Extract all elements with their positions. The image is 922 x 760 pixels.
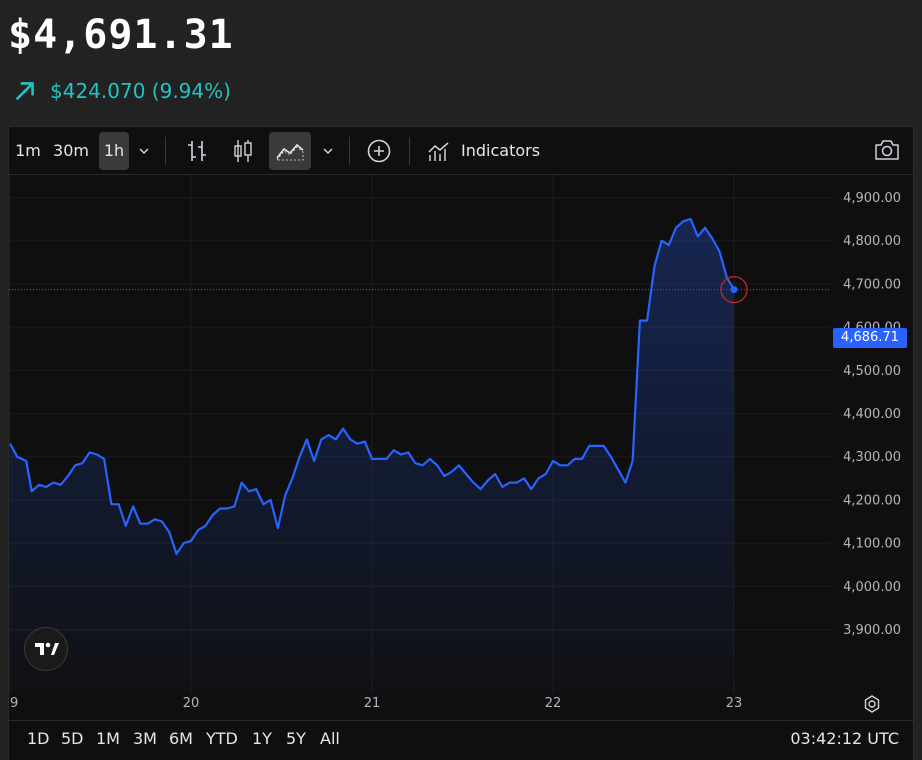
y-tick-label: 4,400.00	[843, 407, 901, 422]
range-1y-button[interactable]: 1Y	[252, 729, 272, 748]
range-1d-button[interactable]: 1D	[27, 729, 50, 748]
interval-1m-button[interactable]: 1m	[15, 141, 41, 160]
time-readout: 03:42:12 UTC	[790, 729, 899, 748]
series-area	[9, 218, 735, 694]
range-6m-button[interactable]: 6M	[169, 729, 193, 748]
chart-toolbar: 1m 30m 1h	[9, 127, 913, 175]
x-tick-label: 21	[364, 696, 381, 711]
price-chart[interactable]: 5,000.004,900.004,800.004,700.004,600.00…	[9, 175, 913, 721]
area-chart-icon	[276, 143, 304, 161]
x-tick-label: 20	[183, 696, 200, 711]
y-tick-label: 4,800.00	[843, 234, 901, 249]
y-tick-label: 4,900.00	[843, 191, 901, 206]
series-line	[9, 218, 735, 555]
chart-widget: 1m 30m 1h	[8, 126, 914, 760]
range-5d-button[interactable]: 5D	[61, 729, 84, 748]
x-axis: 19 20 21 22 23	[9, 696, 742, 711]
tradingview-logo[interactable]	[24, 627, 68, 671]
range-ytd-button[interactable]: YTD	[206, 729, 238, 748]
last-price-marker	[9, 275, 831, 304]
y-tick-label: 4,500.00	[843, 364, 901, 379]
x-tick-label: 23	[726, 696, 743, 711]
chevron-down-icon[interactable]	[321, 144, 335, 158]
x-tick-label: 19	[9, 696, 18, 711]
arrow-up-right-icon	[16, 82, 34, 100]
current-price-label: 4,686.71	[833, 328, 907, 348]
range-1m-button[interactable]: 1M	[96, 729, 120, 748]
settings-icon[interactable]	[861, 693, 883, 715]
area-chart-button[interactable]	[269, 132, 311, 170]
y-tick-label: 4,200.00	[843, 493, 901, 508]
y-tick-label: 4,100.00	[843, 537, 901, 552]
current-price: $4,691.31	[8, 12, 234, 58]
range-3m-button[interactable]: 3M	[133, 729, 157, 748]
range-5y-button[interactable]: 5Y	[286, 729, 306, 748]
indicators-button[interactable]: Indicators	[423, 132, 543, 170]
range-bar: 1D 5D 1M 3M 6M YTD 1Y 5Y All 03:42:12 UT…	[9, 720, 913, 760]
price-change-value: $424.070 (9.94%)	[50, 79, 231, 103]
y-tick-label: 4,700.00	[843, 277, 901, 292]
tradingview-logo-icon	[35, 642, 59, 655]
y-tick-label: 4,300.00	[843, 450, 901, 465]
toolbar-divider	[165, 137, 166, 165]
y-tick-label: 3,900.00	[843, 623, 901, 638]
last-price-dot	[730, 286, 738, 294]
interval-30m-button[interactable]: 30m	[53, 141, 89, 160]
toolbar-divider	[409, 137, 410, 165]
add-circle-icon[interactable]	[365, 137, 393, 165]
last-price-ring	[720, 275, 748, 304]
camera-icon[interactable]	[873, 137, 901, 163]
bar-chart-icon[interactable]	[185, 137, 209, 165]
indicators-icon	[428, 142, 449, 161]
chevron-down-icon[interactable]	[137, 144, 151, 158]
y-axis: 5,000.004,900.004,800.004,700.004,600.00…	[843, 191, 901, 638]
price-change: $424.070 (9.94%)	[12, 78, 231, 104]
range-all-button[interactable]: All	[320, 729, 340, 748]
candlestick-icon[interactable]	[231, 137, 255, 165]
y-tick-label: 4,000.00	[843, 580, 901, 595]
x-tick-label: 22	[545, 696, 562, 711]
area-fill	[10, 219, 734, 694]
indicators-label: Indicators	[461, 141, 541, 160]
interval-1h-button[interactable]: 1h	[99, 132, 129, 170]
toolbar-divider	[349, 137, 350, 165]
